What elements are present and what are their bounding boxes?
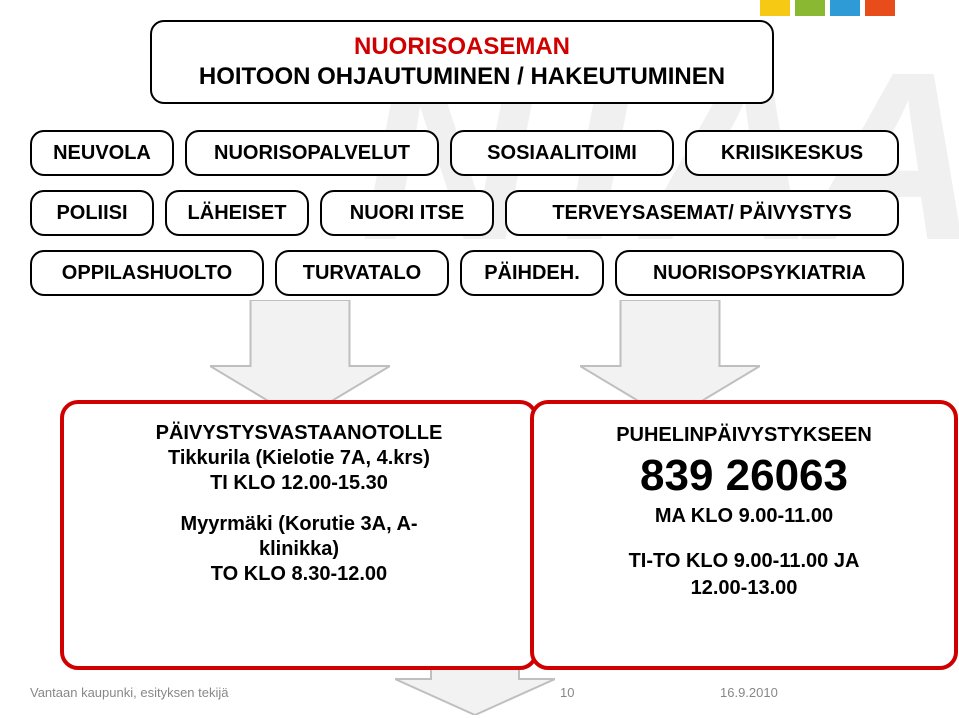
right-phone: 839 26063 [554,451,934,501]
left-info-box: PÄIVYSTYSVASTAANOTOLLE Tikkurila (Kielot… [60,400,538,670]
right-l4: 12.00-13.00 [554,577,934,600]
slide: NTAA NUORISOASEMAN HOITOON OHJAUTUMINEN … [0,0,959,718]
left-l2: Tikkurila (Kielotie 7A, 4.krs) [84,447,514,470]
title-line2: HOITOON OHJAUTUMINEN / HAKEUTUMINEN [199,62,725,92]
right-l1: PUHELINPÄIVYSTYKSEEN [554,424,934,447]
right-info-box: PUHELINPÄIVYSTYKSEEN 839 26063 MA KLO 9.… [530,400,958,670]
input-box: NEUVOLA [30,130,174,176]
right-l3: TI-TO KLO 9.00-11.00 JA [554,550,934,573]
input-box: TERVEYSASEMAT/ PÄIVYSTYS [505,190,899,236]
stripe [760,0,790,16]
input-box: SOSIAALITOIMI [450,130,674,176]
stripe [865,0,895,16]
left-l3: TI KLO 12.00-15.30 [84,472,514,495]
input-box: TURVATALO [275,250,449,296]
footer-page: 10 [560,685,574,700]
left-l5: klinikka) [84,538,514,561]
input-box: PÄIHDEH. [460,250,604,296]
stripe [795,0,825,16]
right-l2: MA KLO 9.00-11.00 [554,505,934,528]
input-box: NUORISOPSYKIATRIA [615,250,904,296]
title-box: NUORISOASEMAN HOITOON OHJAUTUMINEN / HAK… [150,20,774,104]
input-box: NUORISOPALVELUT [185,130,439,176]
input-box: KRIISIKESKUS [685,130,899,176]
input-box: POLIISI [30,190,154,236]
input-box: OPPILASHUOLTO [30,250,264,296]
left-l6: TO KLO 8.30-12.00 [84,563,514,586]
input-box: NUORI ITSE [320,190,494,236]
left-l4: Myyrmäki (Korutie 3A, A- [84,513,514,536]
footer-date: 16.9.2010 [720,685,778,700]
footer-left: Vantaan kaupunki, esityksen tekijä [30,685,229,700]
left-l1: PÄIVYSTYSVASTAANOTOLLE [84,422,514,445]
title-line1: NUORISOASEMAN [354,32,570,62]
stripe [830,0,860,16]
input-box: LÄHEISET [165,190,309,236]
